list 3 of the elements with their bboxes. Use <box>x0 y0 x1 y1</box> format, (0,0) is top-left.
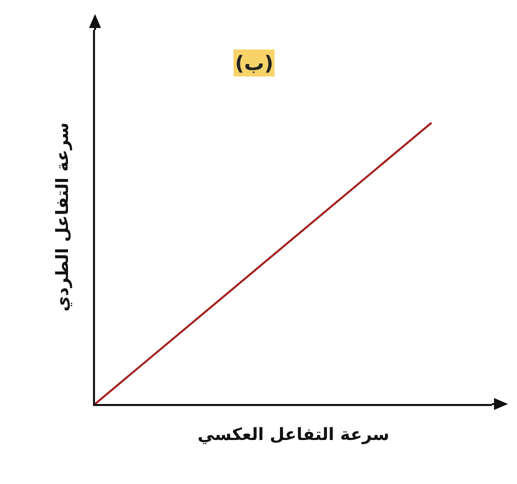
x-axis-title: سرعة التفاعل العكسي <box>198 425 390 446</box>
y-axis-title: سرعة التفاعل الطردي <box>53 122 74 312</box>
chart-title: (ب) <box>235 51 274 75</box>
